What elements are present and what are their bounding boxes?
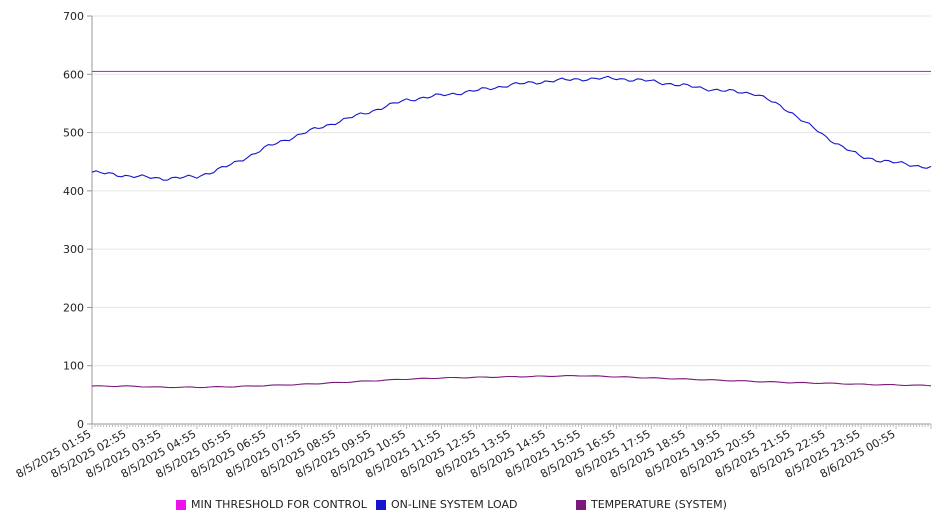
legend: MIN THRESHOLD FOR CONTROL ON-LINE SYSTEM…	[0, 498, 946, 516]
legend-item-system-load[interactable]: ON-LINE SYSTEM LOAD	[376, 498, 517, 511]
legend-swatch	[176, 499, 186, 510]
y-tick-label: 200	[63, 301, 84, 314]
y-tick-labels: 0 100 200 300 400 500 600 700	[63, 10, 84, 431]
legend-swatch	[576, 499, 586, 510]
x-tick-labels: 8/5/2025 01:558/5/2025 02:558/5/2025 03:…	[14, 427, 898, 481]
y-tick-label: 500	[63, 127, 84, 140]
grid-lines	[92, 15, 931, 367]
y-tick-label: 300	[63, 243, 84, 256]
series-lines	[91, 70, 932, 389]
legend-item-temperature[interactable]: TEMPERATURE (SYSTEM)	[576, 498, 727, 511]
y-tick-label: 100	[63, 360, 84, 373]
legend-label: MIN THRESHOLD FOR CONTROL	[191, 498, 367, 511]
legend-item-min-threshold[interactable]: MIN THRESHOLD FOR CONTROL	[176, 498, 367, 511]
series-line	[91, 75, 932, 181]
axes	[87, 15, 932, 429]
legend-label: ON-LINE SYSTEM LOAD	[391, 498, 518, 511]
legend-label: TEMPERATURE (SYSTEM)	[591, 498, 727, 511]
y-tick-label: 600	[63, 68, 84, 81]
y-tick-label: 400	[63, 185, 84, 198]
legend-swatch	[376, 499, 386, 510]
y-tick-label: 0	[77, 418, 84, 431]
series-line	[91, 374, 932, 389]
y-tick-label: 700	[63, 10, 84, 23]
